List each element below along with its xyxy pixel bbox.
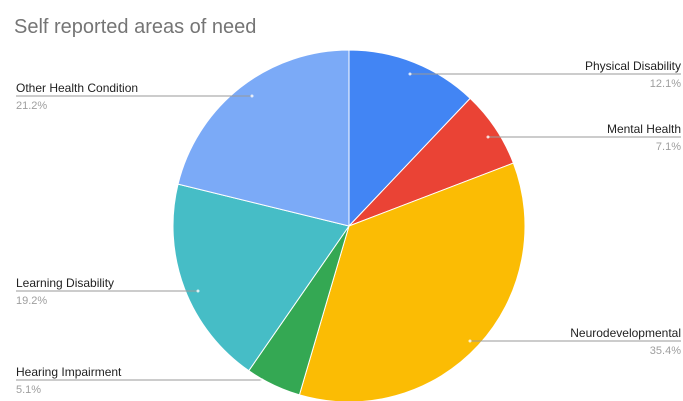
slice-value-label: 21.2%	[16, 100, 47, 112]
slice-value-label: 12.1%	[650, 78, 681, 90]
leader-anchor-dot	[196, 289, 200, 293]
slice-value-label: 19.2%	[16, 295, 47, 307]
slice-label: Hearing Impairment	[16, 365, 122, 379]
chart-title: Self reported areas of need	[14, 16, 257, 38]
pie-slice-learning-disability[interactable]	[172, 183, 350, 372]
slice-value-label: 7.1%	[656, 141, 681, 153]
leader-anchor-dot	[260, 378, 264, 382]
leader-anchor-dot	[250, 94, 254, 98]
slice-label: Other Health Condition	[16, 81, 138, 95]
leader-anchor-dot	[468, 339, 472, 343]
leader-anchor-dot	[408, 72, 412, 76]
slice-label: Physical Disability	[585, 59, 681, 73]
slice-value-label: 35.4%	[650, 345, 681, 357]
pie-slice-physical-disability[interactable]	[348, 49, 471, 228]
slice-label: Neurodevelopmental	[570, 326, 681, 340]
slice-value-label: 5.1%	[16, 384, 41, 396]
pie-slice-other-health-condition[interactable]	[177, 49, 350, 227]
slice-label: Mental Health	[607, 122, 681, 136]
slice-label: Learning Disability	[16, 276, 114, 290]
leader-anchor-dot	[486, 135, 490, 139]
